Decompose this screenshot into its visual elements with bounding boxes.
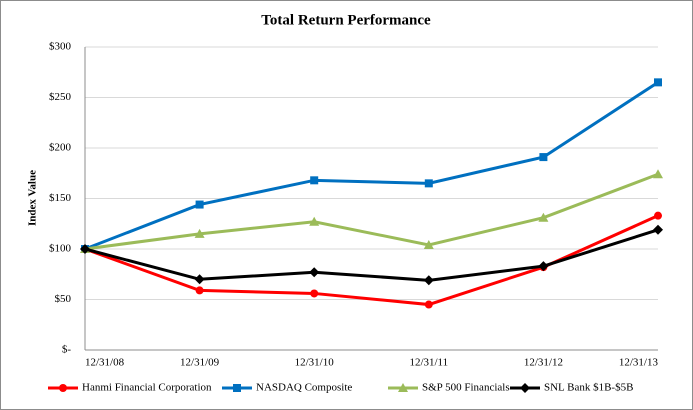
x-tick-label: 12/31/10 bbox=[295, 357, 335, 369]
chart-title: Total Return Performance bbox=[261, 12, 431, 28]
data-point bbox=[424, 179, 433, 188]
data-point bbox=[310, 176, 319, 185]
series-line bbox=[84, 172, 659, 251]
legend-label: S&P 500 Financials bbox=[422, 382, 510, 394]
y-tick-label: $- bbox=[62, 344, 72, 356]
data-point bbox=[654, 211, 662, 220]
y-tick-label: $150 bbox=[49, 192, 72, 204]
data-point bbox=[310, 289, 319, 298]
x-tick-label: 12/31/08 bbox=[85, 357, 125, 369]
data-point bbox=[195, 200, 204, 209]
y-axis-label: Index Value bbox=[27, 170, 39, 226]
data-point bbox=[194, 274, 205, 285]
data-point bbox=[538, 261, 549, 272]
legend-marker bbox=[398, 383, 408, 392]
series-line bbox=[84, 81, 659, 251]
x-tick-label: 12/31/09 bbox=[180, 357, 220, 369]
data-point bbox=[80, 244, 90, 254]
data-point bbox=[653, 169, 663, 179]
series-line bbox=[84, 228, 659, 282]
y-tick-label: $200 bbox=[49, 142, 72, 154]
data-point bbox=[424, 300, 433, 309]
data-point bbox=[195, 286, 204, 295]
data-point bbox=[309, 267, 320, 278]
y-tick-label: $300 bbox=[49, 41, 72, 53]
legend-marker bbox=[233, 384, 241, 392]
x-tick-label: 12/31/11 bbox=[409, 357, 448, 369]
legend-label: Hanmi Financial Corporation bbox=[82, 382, 212, 394]
data-point bbox=[423, 239, 434, 249]
data-point bbox=[538, 212, 549, 222]
legend-label: NASDAQ Composite bbox=[256, 382, 352, 394]
legend-marker bbox=[59, 384, 67, 392]
x-tick-label: 12/31/13 bbox=[619, 357, 659, 369]
data-point bbox=[423, 275, 434, 286]
y-tick-label: $50 bbox=[55, 293, 72, 305]
x-tick-label: 12/31/12 bbox=[524, 357, 563, 369]
data-point bbox=[539, 153, 548, 162]
data-point bbox=[309, 216, 320, 226]
legend-marker bbox=[520, 383, 530, 393]
y-tick-label: $100 bbox=[49, 243, 72, 255]
y-tick-label: $250 bbox=[49, 91, 72, 103]
data-point bbox=[194, 228, 205, 238]
data-point bbox=[653, 224, 663, 235]
data-point bbox=[654, 78, 662, 87]
legend-label: SNL Bank $1B-$5B bbox=[544, 382, 633, 394]
